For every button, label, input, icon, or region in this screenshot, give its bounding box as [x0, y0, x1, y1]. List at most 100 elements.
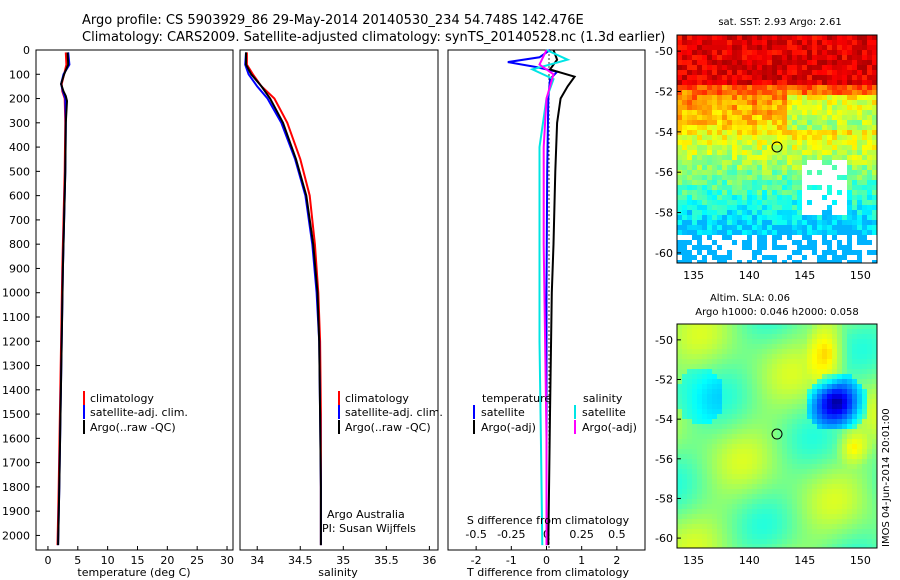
heatmap-cell — [872, 484, 877, 489]
heatmap-cell — [697, 35, 702, 40]
heatmap-cell — [757, 210, 762, 215]
heatmap-cell — [817, 394, 822, 399]
heatmap-cell — [832, 544, 837, 548]
heatmap-cell — [727, 70, 732, 75]
heatmap-cell — [777, 439, 782, 444]
heatmap-cell — [692, 449, 697, 454]
heatmap-cell — [767, 55, 772, 60]
heatmap-cell — [842, 469, 847, 474]
heatmap-cell — [812, 324, 817, 329]
heatmap-cell — [787, 220, 792, 225]
heatmap-cell — [767, 200, 772, 205]
heatmap-cell — [822, 449, 827, 454]
heatmap-cell — [757, 489, 762, 494]
heatmap-cell — [782, 364, 787, 369]
heatmap-cell — [727, 544, 732, 548]
heatmap-cell — [762, 185, 767, 190]
heatmap-cell — [797, 339, 802, 344]
heatmap-cell — [802, 374, 807, 379]
heatmap-cell — [752, 369, 757, 374]
heatmap-cell — [857, 494, 862, 499]
heatmap-cell — [837, 145, 842, 150]
heatmap-cell — [717, 514, 722, 519]
heatmap-cell — [832, 180, 837, 185]
heatmap-cell — [732, 230, 737, 235]
heatmap-cell — [822, 95, 827, 100]
heatmap-cell — [812, 489, 817, 494]
heatmap-cell — [717, 145, 722, 150]
heatmap-cell — [697, 414, 702, 419]
heatmap-cell — [757, 324, 762, 329]
heatmap-cell — [702, 120, 707, 125]
heatmap-cell — [847, 424, 852, 429]
heatmap-cell — [812, 329, 817, 334]
heatmap-cell — [832, 434, 837, 439]
heatmap-cell — [707, 499, 712, 504]
heatmap-cell — [822, 404, 827, 409]
heatmap-cell — [802, 160, 807, 165]
heatmap-cell — [822, 519, 827, 524]
temperature-argo-adj--line — [547, 49, 577, 546]
figure-title-line1: Argo profile: CS 5903929_86 29-May-2014 … — [82, 13, 584, 28]
heatmap-cell — [792, 494, 797, 499]
heatmap-cell — [867, 544, 872, 548]
heatmap-cell — [742, 514, 747, 519]
heatmap-cell — [847, 494, 852, 499]
heatmap-cell — [727, 369, 732, 374]
heatmap-cell — [747, 235, 752, 240]
heatmap-cell — [802, 240, 807, 245]
heatmap-cell — [737, 120, 742, 125]
heatmap-cell — [837, 80, 842, 85]
heatmap-cell — [772, 120, 777, 125]
heatmap-cell — [762, 479, 767, 484]
heatmap-cell — [742, 444, 747, 449]
heatmap-cell — [732, 80, 737, 85]
heatmap-cell — [762, 70, 767, 75]
heatmap-cell — [712, 359, 717, 364]
heatmap-cell — [747, 110, 752, 115]
heatmap-cell — [727, 195, 732, 200]
heatmap-cell — [757, 509, 762, 514]
heatmap-cell — [857, 454, 862, 459]
heatmap-cell — [807, 449, 812, 454]
heatmap-cell — [867, 205, 872, 210]
heatmap-cell — [742, 394, 747, 399]
heatmap-cell — [692, 364, 697, 369]
heatmap-cell — [732, 205, 737, 210]
heatmap-cell — [682, 90, 687, 95]
heatmap-cell — [872, 464, 877, 469]
heatmap-cell — [802, 175, 807, 180]
heatmap-cell — [777, 544, 782, 548]
heatmap-cell — [702, 35, 707, 40]
heatmap-cell — [842, 65, 847, 70]
heatmap-cell — [737, 504, 742, 509]
heatmap-cell — [747, 484, 752, 489]
heatmap-cell — [797, 399, 802, 404]
heatmap-cell — [717, 235, 722, 240]
heatmap-cell — [752, 45, 757, 50]
heatmap-cell — [807, 514, 812, 519]
heatmap-cell — [712, 339, 717, 344]
legend-climatology-label: climatology — [345, 392, 409, 405]
heatmap-cell — [792, 205, 797, 210]
temperature-tick-label: 0 — [44, 554, 51, 567]
heatmap-cell — [692, 190, 697, 195]
heatmap-cell — [772, 145, 777, 150]
heatmap-cell — [752, 225, 757, 230]
heatmap-cell — [842, 444, 847, 449]
heatmap-cell — [752, 474, 757, 479]
heatmap-cell — [847, 489, 852, 494]
heatmap-cell — [767, 145, 772, 150]
heatmap-cell — [692, 424, 697, 429]
heatmap-cell — [797, 45, 802, 50]
heatmap-cell — [817, 499, 822, 504]
heatmap-cell — [792, 70, 797, 75]
heatmap-cell — [707, 165, 712, 170]
heatmap-cell — [822, 205, 827, 210]
heatmap-cell — [707, 424, 712, 429]
heatmap-cell — [787, 110, 792, 115]
heatmap-cell — [852, 100, 857, 105]
heatmap-cell — [752, 230, 757, 235]
heatmap-cell — [747, 509, 752, 514]
heatmap-cell — [702, 449, 707, 454]
